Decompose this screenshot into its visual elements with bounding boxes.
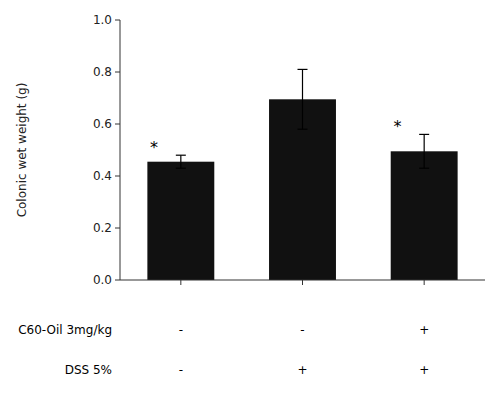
chart: 0.0 0.2 0.4 0.6 0.8 1.0 Colonic wet weight (g)… (0, 0, 500, 400)
y-tick-label: 0.4 (93, 169, 112, 183)
error-cap (419, 168, 429, 169)
y-tick-label: 0.6 (93, 117, 112, 131)
x-tick (180, 280, 181, 285)
plot-area (147, 69, 457, 280)
y-tick (115, 280, 120, 281)
y-tick (115, 72, 120, 73)
error-bar (419, 134, 429, 168)
y-tick-label: 0.0 (93, 273, 112, 287)
error-cap (419, 134, 429, 135)
error-bar (298, 69, 308, 129)
error-cap (298, 129, 308, 130)
row-label: DSS 5% (65, 363, 112, 377)
y-tick-label: 0.2 (93, 221, 112, 235)
y-axis: 0.0 0.2 0.4 0.6 0.8 1.0 (93, 13, 120, 287)
y-tick-label: 1.0 (93, 13, 112, 27)
row-cell: + (419, 323, 429, 337)
error-cap (176, 155, 186, 156)
error-cap (176, 168, 186, 169)
error-bar (176, 155, 186, 168)
x-tick (302, 280, 303, 285)
row-cell: + (297, 363, 307, 377)
y-axis-line (120, 20, 121, 280)
bar (147, 162, 214, 280)
y-tick (115, 228, 120, 229)
y-tick-label: 0.8 (93, 65, 112, 79)
y-tick (115, 176, 120, 177)
row-cell: - (300, 323, 304, 337)
annotation: * (393, 117, 401, 136)
x-tick (424, 280, 425, 285)
y-axis-label: Colonic wet weight (g) (15, 83, 29, 218)
row-cell: + (419, 363, 429, 377)
error-cap (298, 69, 308, 70)
row-label: C60-Oil 3mg/kg (18, 323, 112, 337)
error-line (302, 69, 303, 129)
row-cell: - (179, 363, 183, 377)
error-line (424, 134, 425, 168)
row-cell: - (179, 323, 183, 337)
error-line (180, 155, 181, 168)
annotation: * (150, 138, 158, 157)
y-tick (115, 20, 120, 21)
y-tick (115, 124, 120, 125)
bar (391, 151, 458, 280)
